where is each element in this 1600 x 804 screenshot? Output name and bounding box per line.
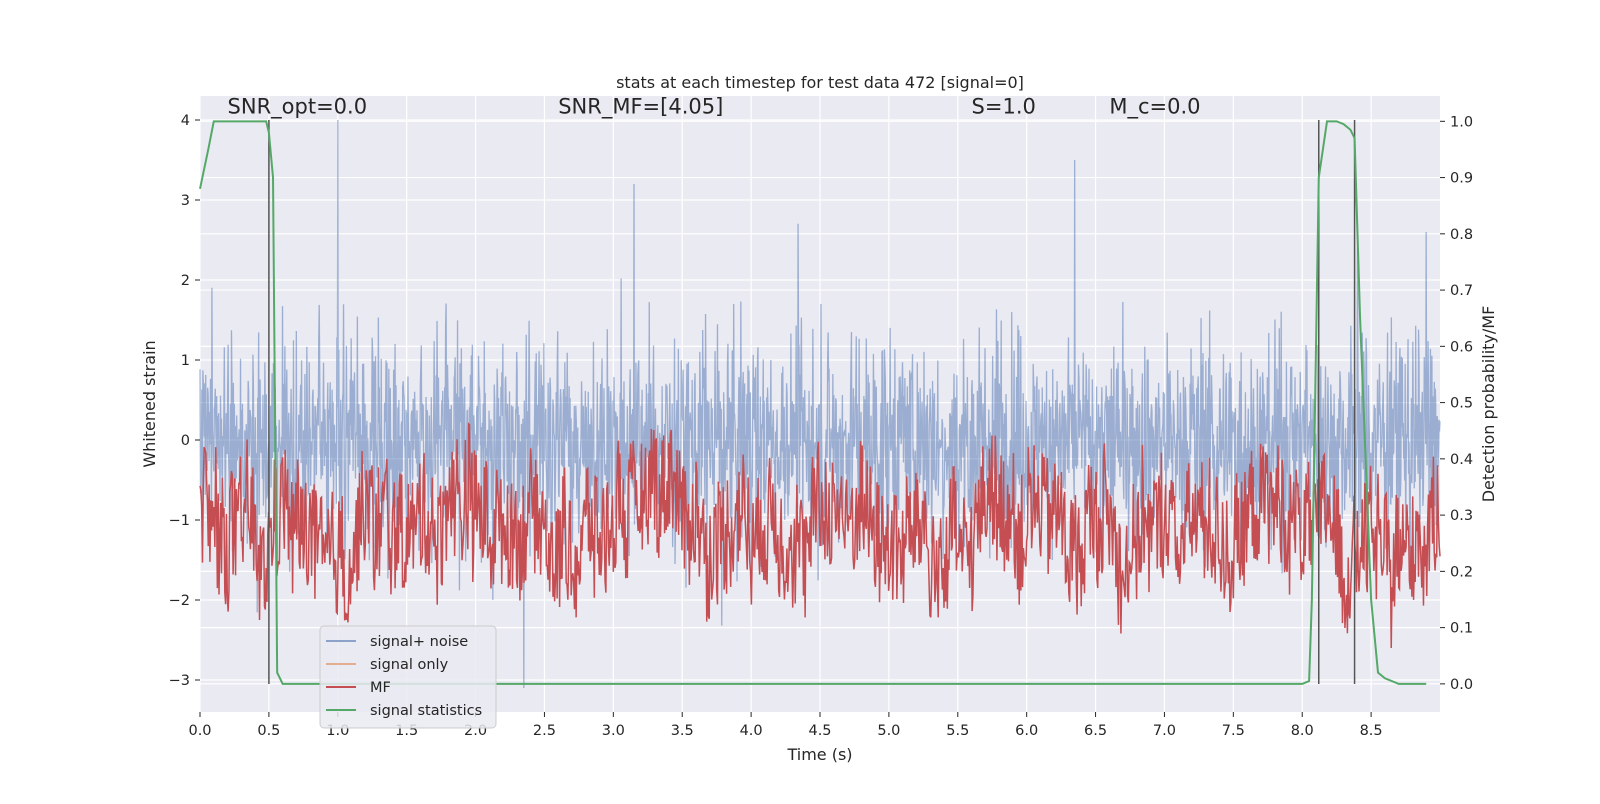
annotations: SNR_opt=0.0 SNR_MF=[4.05] S=1.0 M_c=0.0 [228, 95, 1201, 120]
axis-ticks: 0.0 0.5 1.0 1.5 2.0 2.5 3.0 3.5 4.0 4.5 5.0 5.5 6.0 6… [169, 113, 1473, 739]
signal-statistics-line [199, 120, 1427, 685]
y-right-tick-label: 1.0 [1450, 114, 1473, 130]
y-right-tick-label: 0.7 [1450, 283, 1473, 299]
y-right-tick-label: 0.6 [1450, 339, 1473, 355]
y-right-tick-label: 0.0 [1450, 677, 1473, 693]
x-axis-label: Time (s) [786, 745, 852, 764]
y-axis-label: Whitened strain [140, 340, 159, 467]
x-tick-label: 8.0 [1291, 723, 1314, 739]
y-right-tick-label: 0.9 [1450, 171, 1473, 187]
chart-annotation: M_c=0.0 [1109, 95, 1200, 120]
x-tick-label: 0.0 [188, 723, 211, 739]
x-tick-label: 6.5 [1084, 723, 1107, 739]
x-tick-label: 0.5 [257, 723, 280, 739]
y-tick-label: −1 [169, 513, 190, 529]
y-tick-label: −3 [169, 673, 190, 689]
legend-label: MF [370, 680, 391, 696]
signal-noise-series [199, 119, 1441, 689]
y-right-tick-label: 0.4 [1450, 452, 1473, 468]
y-right-tick-label: 0.5 [1450, 396, 1473, 412]
legend-frame [319, 625, 497, 729]
legend-label: signal+ noise [370, 634, 468, 650]
y-axis-right-label: Detection probability/MF [1479, 306, 1498, 503]
x-tick-label: 6.0 [1015, 723, 1038, 739]
y-right-tick-label: 0.3 [1450, 508, 1473, 524]
x-tick-label: 7.5 [1222, 723, 1245, 739]
y-right-tick-label: 0.2 [1450, 564, 1473, 580]
x-tick-label: 8.5 [1360, 723, 1383, 739]
x-tick-label: 5.5 [946, 723, 969, 739]
x-tick-label: 7.0 [1153, 723, 1176, 739]
x-tick-label: 3.5 [671, 723, 694, 739]
signal-noise-line [199, 119, 1441, 689]
chart-annotation: S=1.0 [972, 95, 1036, 119]
chart-annotation: SNR_opt=0.0 [228, 95, 368, 120]
chart-title: stats at each timestep for test data 472… [616, 73, 1024, 92]
mf-series [199, 422, 1441, 649]
chart-annotation: SNR_MF=[4.05] [558, 95, 723, 120]
y-tick-label: 3 [181, 193, 190, 209]
y-tick-label: 1 [181, 353, 190, 369]
x-tick-label: 5.0 [877, 723, 900, 739]
y-tick-label: 2 [181, 273, 190, 289]
x-tick-label: 4.0 [740, 723, 763, 739]
legend-label: signal only [370, 657, 449, 673]
legend-label: signal statistics [370, 703, 482, 719]
y-right-tick-label: 0.8 [1450, 227, 1473, 243]
x-tick-label: 4.5 [808, 723, 831, 739]
x-tick-label: 3.0 [602, 723, 625, 739]
y-tick-label: 0 [181, 433, 190, 449]
y-right-tick-label: 0.1 [1450, 621, 1473, 637]
signal-statistics-series [199, 120, 1427, 685]
y-tick-label: −2 [169, 593, 190, 609]
mf-line [199, 422, 1441, 649]
y-tick-label: 4 [181, 113, 190, 129]
x-tick-label: 2.5 [533, 723, 556, 739]
legend: signal+ noise signal only MF signal statist… [319, 625, 497, 729]
